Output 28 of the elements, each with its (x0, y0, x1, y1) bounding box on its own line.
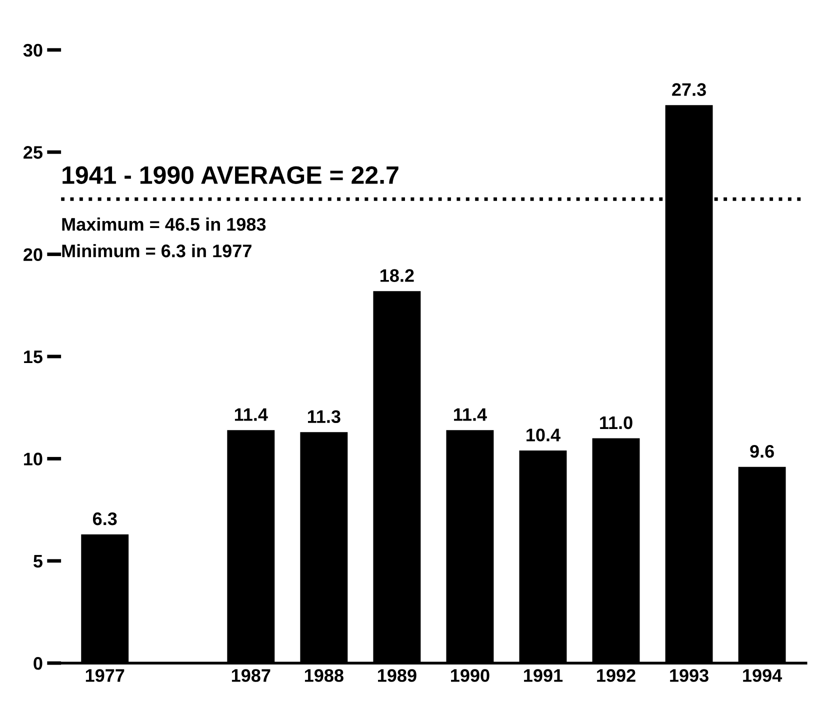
x-tick-label: 1990 (451, 669, 490, 682)
data-label: 11.4 (234, 408, 268, 421)
data-label: 27.3 (672, 83, 706, 96)
y-tick-label: 20 (24, 248, 42, 262)
data-label: 6.3 (92, 512, 117, 526)
data-label: 18.2 (380, 269, 414, 282)
y-tick-label: 25 (24, 146, 42, 159)
y-tick-label: 0 (34, 657, 42, 670)
data-label: 9.6 (750, 444, 774, 458)
y-tick-label: 5 (34, 555, 42, 568)
x-tick-label: 1987 (232, 669, 270, 682)
data-label: 10.4 (526, 428, 560, 442)
data-label: 11.3 (308, 410, 340, 424)
y-tick-label: 10 (24, 452, 42, 466)
annotation: Maximum = 46.5 in 1983 (62, 218, 266, 231)
x-tick-label: 1989 (378, 669, 416, 682)
y-tick-label: 30 (23, 44, 42, 57)
data-label: 11.4 (454, 408, 487, 421)
y-tick-label: 15 (24, 350, 42, 364)
annotation: Minimum = 6.3 in 1977 (62, 244, 252, 258)
x-tick-label: 1994 (743, 669, 782, 682)
legend-label: 1941 - 1990 AVERAGE = 22.7 (62, 166, 398, 184)
x-tick-label: 1993 (670, 669, 708, 682)
data-label: 11.0 (600, 416, 632, 430)
x-tick-label: 1992 (597, 669, 636, 682)
x-tick-label: 1991 (524, 669, 563, 682)
x-tick-label: 1977 (86, 669, 124, 682)
x-tick-label: 1988 (304, 669, 344, 682)
